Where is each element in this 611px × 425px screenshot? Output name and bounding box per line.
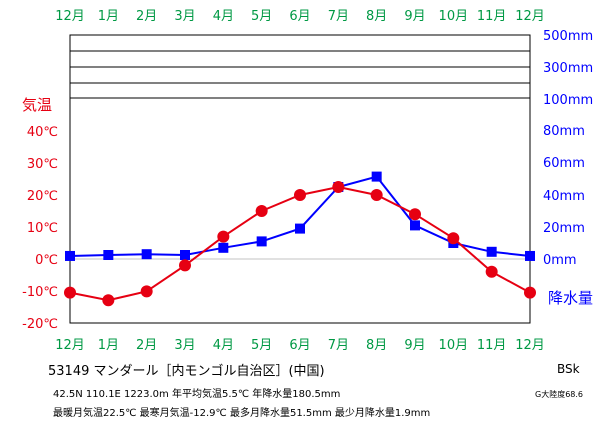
chart-grid xyxy=(69,34,531,324)
month-label-bottom: 10月 xyxy=(439,338,469,353)
month-label-bottom: 4月 xyxy=(213,338,234,353)
bottom-month-labels: 12月 1月 2月 3月 4月 5月 6月 7月 8月 9月 10月 11月 12月 xyxy=(55,338,545,353)
temperature-tick-label: 30℃ xyxy=(27,157,58,172)
month-label-top: 7月 xyxy=(328,9,349,24)
temperature-tick-label: 0℃ xyxy=(35,253,58,268)
precipitation-tick-label: 60mm xyxy=(543,156,585,171)
month-label-bottom: 9月 xyxy=(404,338,425,353)
precipitation-tick-label: 0mm xyxy=(543,253,577,268)
month-label-top: 8月 xyxy=(366,9,387,24)
month-label-bottom: 8月 xyxy=(366,338,387,353)
temperature-point xyxy=(64,286,76,299)
precipitation-tick-label: 300mm xyxy=(543,61,593,76)
precipitation-point xyxy=(371,171,382,182)
temperature-point xyxy=(140,285,153,298)
top-month-labels: 12月 1月 2月 3月 4月 5月 6月 7月 8月 9月 10月 11月 12月 xyxy=(55,9,545,24)
month-label-bottom: 7月 xyxy=(328,338,349,353)
temperature-line xyxy=(69,185,531,302)
temperature-point xyxy=(294,189,306,201)
temperature-point xyxy=(332,181,345,193)
precipitation-tick-label: 40mm xyxy=(543,189,585,204)
precipitation-point xyxy=(103,250,114,260)
month-label-bottom: 3月 xyxy=(174,338,195,353)
temperature-point xyxy=(102,294,115,307)
temperature-tick-label: 20℃ xyxy=(27,189,58,204)
precipitation-point xyxy=(218,242,229,253)
month-label-top: 12月 xyxy=(515,9,545,24)
month-label-top: 12月 xyxy=(55,9,85,24)
month-label-top: 2月 xyxy=(136,9,157,24)
temperature-tick-label: 40℃ xyxy=(27,125,58,140)
temperature-point xyxy=(524,286,536,299)
month-label-bottom: 2月 xyxy=(136,338,157,353)
precipitation-tick-label: 100mm xyxy=(543,93,593,108)
temperature-point xyxy=(255,205,268,217)
temperature-point xyxy=(485,265,498,278)
month-label-bottom: 5月 xyxy=(251,338,272,353)
temperature-axis-ticks: 40℃ 30℃ 20℃ 10℃ 0℃ -10℃ -20℃ xyxy=(22,125,58,332)
precipitation-point xyxy=(295,223,305,234)
temperature-tick-label: 10℃ xyxy=(27,221,58,236)
precipitation-point xyxy=(141,249,152,260)
temperature-point xyxy=(370,189,383,201)
precipitation-tick-label: 20mm xyxy=(543,221,585,236)
precipitation-point xyxy=(486,246,497,257)
month-label-top: 4月 xyxy=(213,9,234,24)
temperature-tick-label: -10℃ xyxy=(22,285,58,300)
temperature-axis-label: 気温 xyxy=(22,96,52,114)
temperature-tick-label: -20℃ xyxy=(22,317,58,332)
temperature-point xyxy=(179,259,191,272)
month-label-bottom: 12月 xyxy=(55,338,85,353)
month-label-top: 1月 xyxy=(98,9,119,24)
precipitation-tick-label: 80mm xyxy=(543,124,585,139)
month-label-bottom: 11月 xyxy=(477,338,507,353)
precipitation-point xyxy=(410,220,420,231)
temperature-point xyxy=(409,208,421,221)
month-label-top: 3月 xyxy=(174,9,195,24)
temperature-point xyxy=(217,230,230,243)
month-label-bottom: 6月 xyxy=(289,338,310,353)
precipitation-point xyxy=(525,250,535,261)
precipitation-axis-ticks: 500mm 300mm 100mm 80mm 60mm 40mm 20mm 0mm xyxy=(543,29,593,268)
station-info-line-2: 最暖月気温22.5℃ 最寒月気温-12.9℃ 最多月降水量51.5mm 最少月降… xyxy=(53,408,431,419)
station-title: 53149 マンダール［内モンゴル自治区］(中国) xyxy=(48,364,325,379)
precipitation-point xyxy=(65,250,75,261)
continentality-index: G大陸度68.6 xyxy=(535,390,584,399)
precipitation-point xyxy=(256,236,267,247)
month-label-top: 11月 xyxy=(477,9,507,24)
month-label-bottom: 12月 xyxy=(515,338,545,353)
precipitation-axis-label: 降水量 xyxy=(548,289,593,307)
month-label-bottom: 1月 xyxy=(98,338,119,353)
precipitation-point xyxy=(180,250,190,260)
precipitation-tick-label: 500mm xyxy=(543,29,593,44)
month-label-top: 6月 xyxy=(289,9,310,24)
climate-classification: BSk xyxy=(557,362,580,376)
temperature-series xyxy=(64,181,536,307)
temperature-point xyxy=(447,232,460,245)
month-label-top: 5月 xyxy=(251,9,272,24)
plot-frame xyxy=(69,34,531,324)
month-label-top: 10月 xyxy=(439,9,469,24)
station-info-line-1: 42.5N 110.1E 1223.0m 年平均気温5.5℃ 年降水量180.5… xyxy=(53,389,341,400)
month-label-top: 9月 xyxy=(404,9,425,24)
